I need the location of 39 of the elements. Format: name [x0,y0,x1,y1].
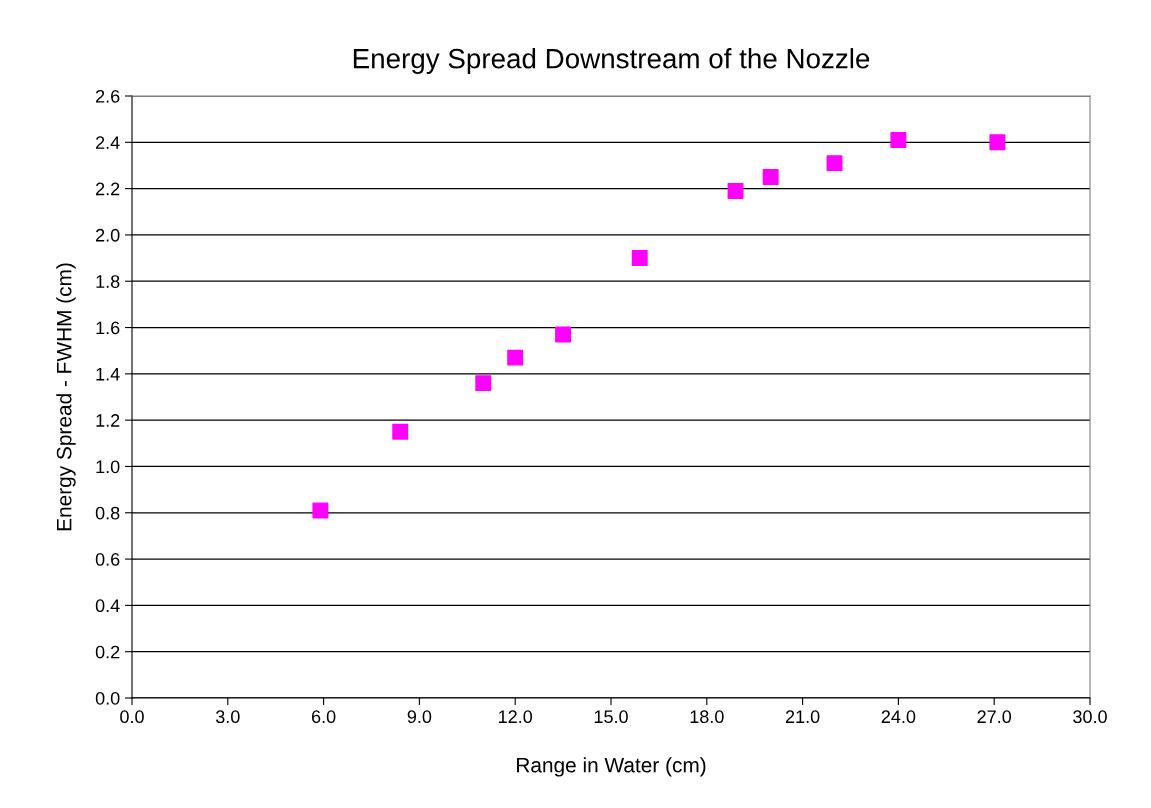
x-tick-label: 18.0 [690,710,724,724]
point [989,134,1006,151]
point [727,182,744,199]
y-tick-label: 2.2 [96,182,120,196]
x-tick-label: 12.0 [499,710,533,724]
x-tick-label: 30.0 [1073,710,1107,724]
point [392,423,409,440]
y-tick-label: 0.0 [95,691,120,705]
x-tick-label: 24.0 [881,710,916,724]
y-tick-label: 1.6 [96,321,120,335]
y-tick-label: 2.4 [96,136,120,149]
x-tick-label: 15.0 [594,710,628,724]
y-axis-title: Energy Spread - FWHM (cm) [56,263,76,531]
point [507,349,524,366]
y-tick-label: 0.2 [95,645,120,659]
x-tick-label: 0.0 [120,710,144,724]
point [890,132,907,148]
y-tick-label: 2.0 [96,228,120,242]
x-axis-title: Range in Water (cm) [517,757,706,777]
x-tick-label: 9.0 [407,710,432,724]
point [826,155,843,172]
x-tick-label: 21.0 [785,710,820,724]
y-tick-label: 0.4 [95,599,120,613]
point [631,250,648,267]
x-tick-label: 3.0 [215,710,240,724]
y-tick-label: 1.2 [96,414,120,427]
point [312,502,329,519]
y-tick-label: 1.8 [96,275,120,288]
x-tick-label: 6.0 [311,710,336,724]
x-tick-label: 27.0 [977,710,1012,724]
y-tick-label: 1.4 [96,367,120,381]
y-tick-label: 2.6 [96,89,120,103]
y-tick-label: 0.6 [95,553,120,566]
chart-title: Energy Spread Downstream of the Nozzle [353,48,870,74]
y-tick-label: 1.0 [96,460,120,474]
point [555,326,572,343]
point [762,169,779,186]
y-tick-label: 0.8 [95,506,120,520]
point [475,375,492,392]
